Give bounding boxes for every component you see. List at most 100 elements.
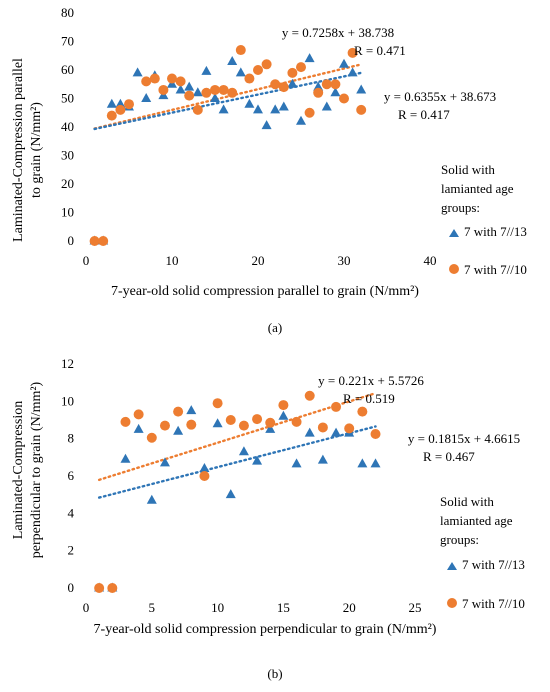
data-point-triangle bbox=[321, 101, 332, 111]
data-point-triangle bbox=[175, 84, 186, 94]
data-point-circle bbox=[278, 400, 289, 411]
data-point-triangle bbox=[253, 104, 263, 114]
data-point-triangle bbox=[313, 81, 324, 91]
data-point-triangle bbox=[278, 101, 289, 111]
legend-entry-10: 7 with 7//10 bbox=[464, 262, 527, 277]
data-point-triangle bbox=[331, 427, 342, 437]
y-tick-label: 80 bbox=[61, 5, 74, 20]
trendline-r-13: R = 0.417 bbox=[398, 107, 450, 122]
scatter-chart-a: Laminated-Compression parallel to grain … bbox=[11, 5, 527, 299]
data-point-circle bbox=[357, 406, 368, 417]
x-tick-label: 20 bbox=[343, 600, 356, 615]
data-point-circle bbox=[201, 87, 212, 98]
data-point-circle bbox=[158, 84, 169, 95]
x-tick-label: 20 bbox=[252, 253, 265, 268]
data-point-triangle bbox=[291, 458, 302, 468]
y-axis-label-line-2: perpendicular to grain (N/mm²) bbox=[29, 381, 44, 558]
y-tick-label: 30 bbox=[61, 148, 74, 163]
data-point-triangle bbox=[210, 93, 220, 102]
data-point-circle bbox=[296, 62, 306, 73]
data-point-triangle bbox=[265, 423, 276, 433]
data-point-circle bbox=[344, 423, 355, 434]
trendline-equation-10: y = 0.7258x + 38.738 bbox=[282, 25, 394, 40]
y-tick-label: 10 bbox=[61, 393, 74, 408]
data-point-circle bbox=[89, 236, 100, 246]
x-tick-label: 5 bbox=[149, 600, 156, 615]
trendline-equation-13: y = 0.1815x + 4.6615 bbox=[408, 431, 520, 446]
data-point-circle bbox=[120, 416, 131, 427]
data-point-triangle bbox=[261, 120, 272, 130]
data-point-circle bbox=[330, 79, 341, 90]
data-point-circle bbox=[252, 414, 263, 425]
data-point-circle bbox=[244, 73, 255, 84]
data-point-circle bbox=[210, 84, 220, 95]
data-point-triangle bbox=[304, 53, 315, 63]
data-point-circle bbox=[347, 47, 358, 58]
y-tick-label: 70 bbox=[61, 34, 74, 49]
y-tick-label: 6 bbox=[68, 468, 75, 483]
x-tick-label: 10 bbox=[166, 253, 179, 268]
trendline bbox=[93, 63, 363, 130]
data-point-triangle bbox=[184, 81, 195, 91]
data-point-circle bbox=[115, 104, 126, 115]
trendline-r-10: R = 0.519 bbox=[343, 391, 395, 406]
data-point-triangle bbox=[120, 453, 131, 463]
data-point-circle bbox=[199, 471, 210, 481]
data-point-triangle bbox=[278, 410, 289, 420]
legend-circle-marker bbox=[447, 598, 457, 608]
x-tick-label: 0 bbox=[83, 600, 90, 615]
data-point-circle bbox=[278, 82, 289, 93]
trendline bbox=[97, 425, 377, 499]
y-tick-label: 12 bbox=[61, 356, 74, 371]
data-point-triangle bbox=[133, 423, 144, 433]
data-point-triangle bbox=[132, 67, 143, 77]
data-point-circle bbox=[218, 84, 229, 95]
data-point-circle bbox=[167, 73, 177, 84]
data-point-triangle bbox=[227, 55, 238, 65]
chart-panel-a: Laminated-Compression parallel to grain … bbox=[11, 5, 527, 335]
x-tick-label: 30 bbox=[338, 253, 351, 268]
data-point-circle bbox=[175, 76, 186, 87]
data-point-triangle bbox=[304, 427, 315, 437]
legend: Solid with lamianted age groups: 7 with … bbox=[441, 162, 527, 277]
scatter-chart-b: Laminated-Compression perpendicular to g… bbox=[11, 356, 525, 637]
y-axis-label-line-1: Laminated-Compression bbox=[11, 401, 26, 539]
data-point-circle bbox=[186, 419, 197, 430]
legend-title-line-1: Solid with bbox=[441, 162, 495, 177]
data-point-triangle bbox=[173, 425, 184, 435]
legend-entry-13: 7 with 7//13 bbox=[462, 557, 525, 572]
data-point-triangle bbox=[287, 78, 298, 88]
data-point-triangle bbox=[141, 93, 152, 102]
data-point-circle bbox=[313, 87, 324, 98]
data-point-triangle bbox=[330, 87, 341, 97]
legend: Solid with lamianted age groups: 7 with … bbox=[440, 494, 525, 611]
data-point-circle bbox=[253, 65, 263, 75]
data-point-triangle bbox=[238, 446, 249, 456]
data-point-circle bbox=[192, 104, 203, 115]
data-point-circle bbox=[133, 409, 144, 420]
trendline bbox=[97, 392, 377, 482]
data-point-triangle bbox=[235, 67, 246, 77]
data-point-circle bbox=[356, 104, 367, 115]
data-point-circle bbox=[146, 432, 157, 443]
data-point-circle bbox=[124, 99, 134, 110]
data-point-circle bbox=[159, 420, 170, 431]
data-point-circle bbox=[227, 87, 238, 98]
y-tick-label: 2 bbox=[68, 543, 75, 558]
y-axis-label: Laminated-Compression parallel to grain … bbox=[11, 58, 44, 242]
y-tick-label: 0 bbox=[68, 233, 75, 248]
data-point-circle bbox=[212, 398, 223, 409]
legend-title-line-3: groups: bbox=[440, 532, 479, 547]
data-point-circle bbox=[339, 93, 349, 104]
x-tick-label: 15 bbox=[277, 600, 290, 615]
data-point-triangle bbox=[225, 489, 236, 499]
x-axis-label: 7-year-old solid compression parallel to… bbox=[111, 284, 419, 299]
legend-circle-marker bbox=[449, 264, 459, 274]
data-point-circle bbox=[107, 583, 118, 593]
data-point-triangle bbox=[146, 494, 157, 504]
y-tick-label: 0 bbox=[68, 580, 75, 595]
legend-title-line-2: lamianted age bbox=[441, 181, 514, 196]
x-tick-label: 10 bbox=[211, 600, 224, 615]
data-point-triangle bbox=[201, 65, 212, 75]
legend-triangle-marker bbox=[447, 562, 457, 570]
